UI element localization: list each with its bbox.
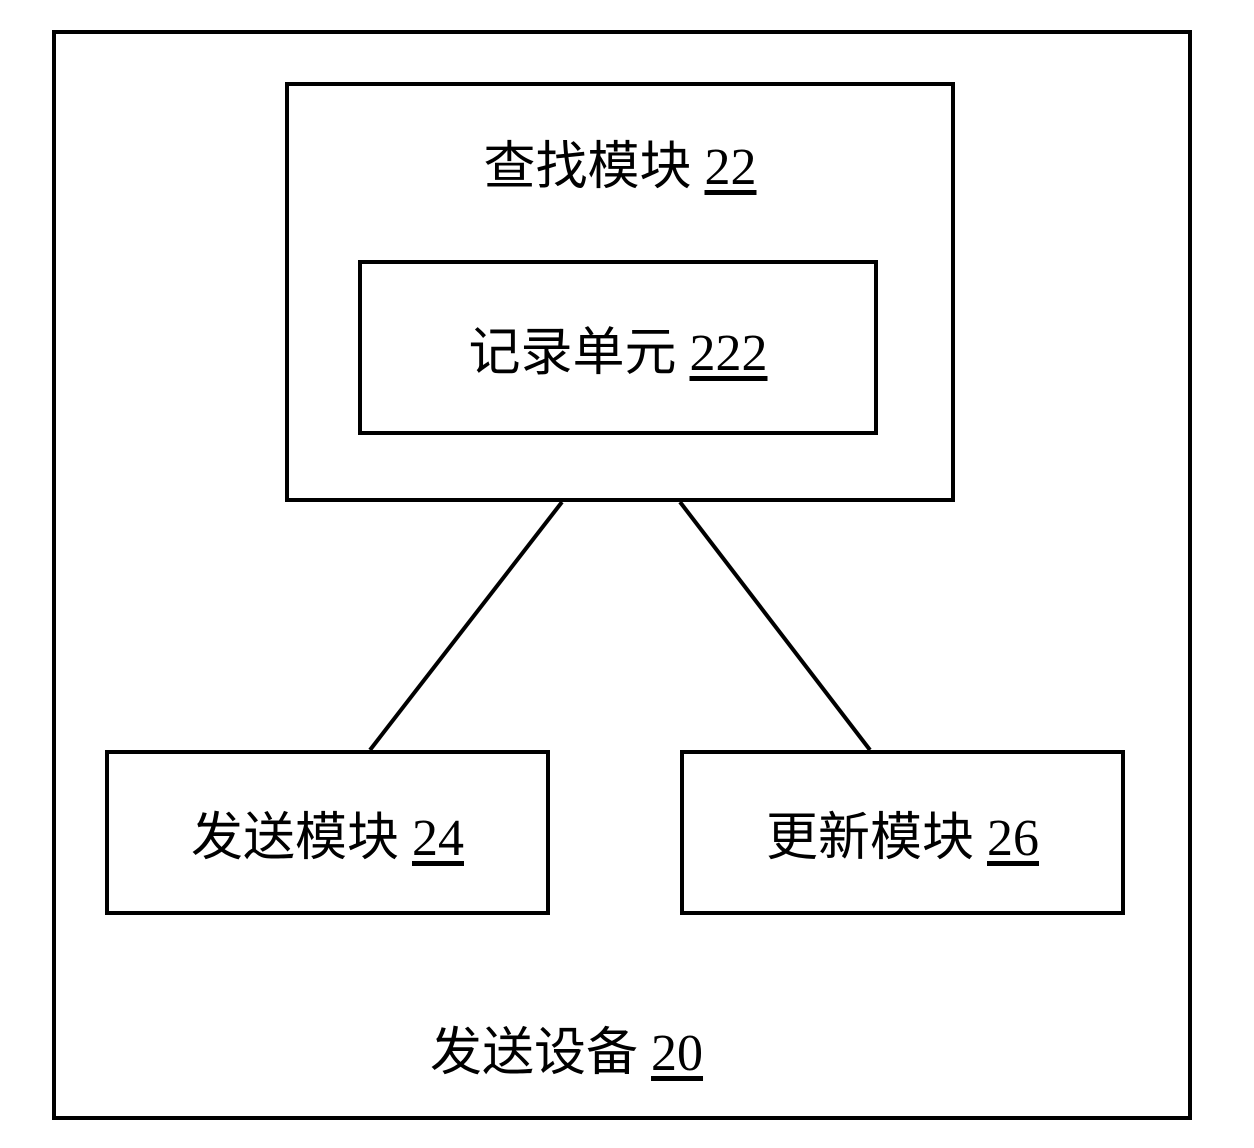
- update-module-box: 更新模块 26: [680, 750, 1125, 915]
- device-text: 发送设备: [430, 1025, 638, 1082]
- update-module-num: 26: [987, 810, 1039, 867]
- update-module-label: 更新模块 26: [766, 795, 1039, 870]
- lookup-module-num: 22: [705, 139, 757, 196]
- lookup-module-label: 查找模块 22: [289, 124, 951, 199]
- device-num: 20: [651, 1025, 703, 1082]
- record-unit-num: 222: [690, 325, 768, 382]
- send-module-num: 24: [412, 810, 464, 867]
- record-unit-box: 记录单元 222: [358, 260, 878, 435]
- send-module-box: 发送模块 24: [105, 750, 550, 915]
- lookup-module-text: 查找模块: [483, 139, 691, 196]
- update-module-text: 更新模块: [766, 810, 974, 867]
- send-module-text: 发送模块: [191, 810, 399, 867]
- record-unit-label: 记录单元 222: [468, 310, 767, 385]
- record-unit-text: 记录单元: [468, 325, 676, 382]
- device-label: 发送设备 20: [430, 1010, 703, 1085]
- send-module-label: 发送模块 24: [191, 795, 464, 870]
